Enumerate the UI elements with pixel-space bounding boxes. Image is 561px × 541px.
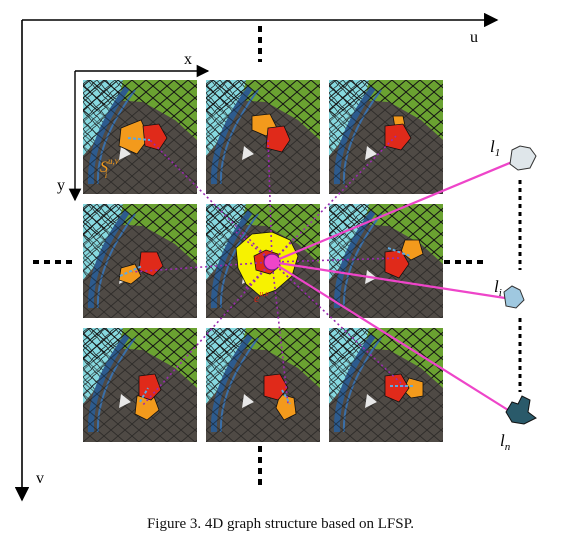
view-tile — [206, 80, 320, 194]
view-tile — [329, 328, 443, 442]
tile-grid — [83, 80, 443, 442]
y-axis-label: y — [57, 177, 65, 194]
label-shape-i — [504, 286, 524, 308]
label-shape-1 — [510, 146, 536, 170]
figure-caption: Figure 3. 4D graph structure based on LF… — [0, 516, 561, 533]
view-tile — [83, 204, 197, 318]
view-tile — [83, 328, 197, 442]
view-tile — [329, 204, 443, 318]
label-i: li — [494, 277, 502, 299]
view-tile — [206, 328, 320, 442]
label-1: l1 — [490, 137, 500, 159]
view-tile — [83, 80, 197, 194]
label-n: ln — [500, 431, 511, 453]
v-axis-label: v — [36, 470, 44, 487]
view-tile — [329, 80, 443, 194]
x-axis-label: x — [184, 51, 192, 68]
label-shape-n — [506, 396, 536, 424]
u-axis-label: u — [470, 29, 478, 46]
